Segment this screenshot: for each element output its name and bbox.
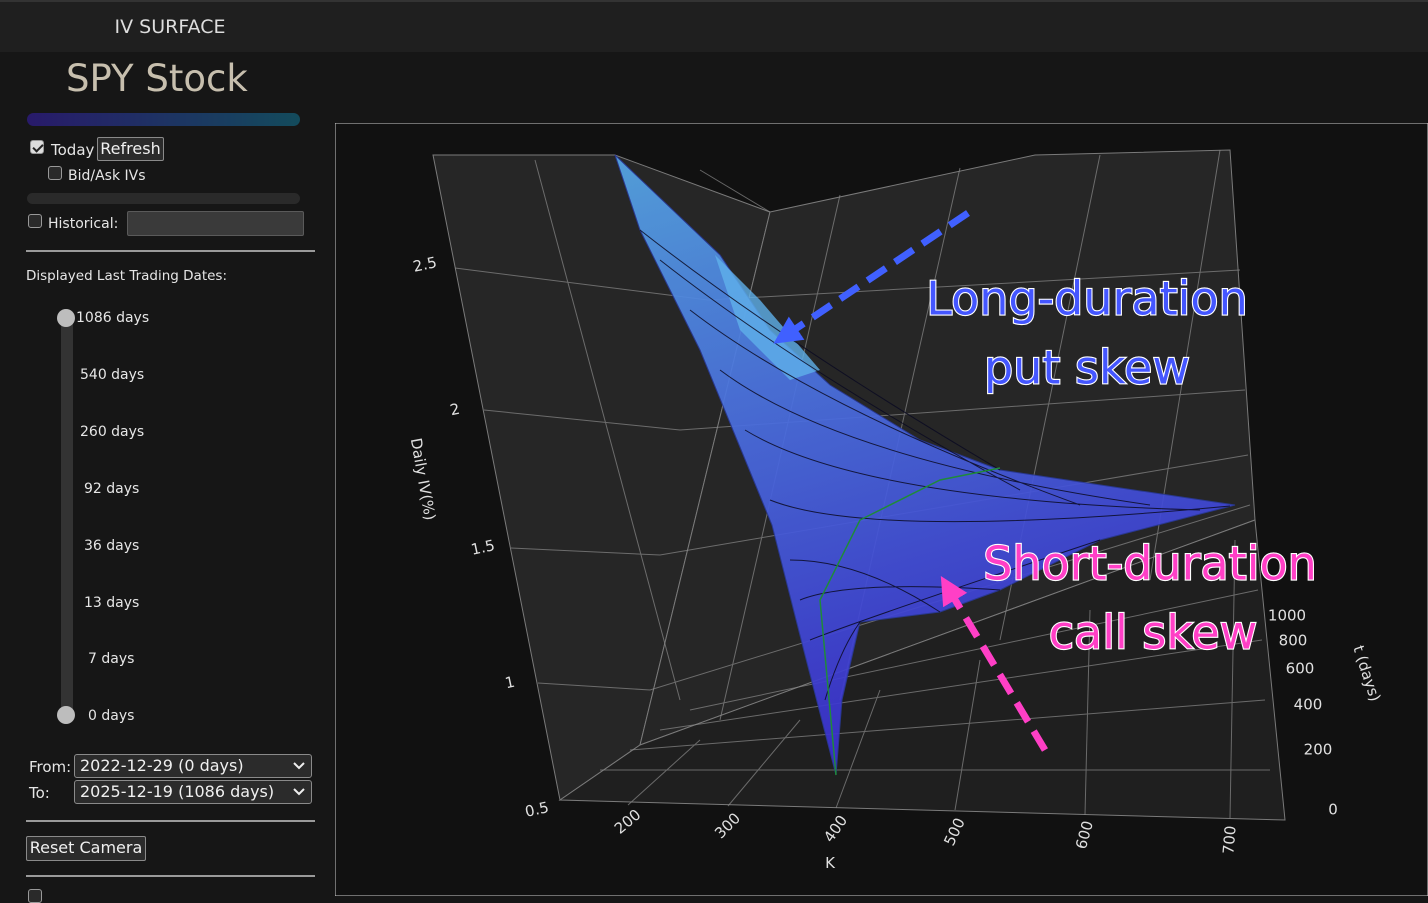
- today-label: Today: [51, 141, 95, 159]
- y-tick-label: 200: [1304, 741, 1333, 759]
- y-tick-label: 600: [1286, 660, 1315, 678]
- x-tick-label: 700: [1219, 825, 1239, 855]
- date-tick-label: 13 days: [84, 594, 140, 611]
- reset-camera-button[interactable]: Reset Camera: [26, 836, 146, 861]
- atm-line: [819, 467, 1001, 776]
- arrow: [773, 210, 970, 344]
- annotation-text: put skew: [984, 341, 1190, 395]
- z-tick-label: 1: [503, 673, 516, 693]
- separator: [26, 250, 315, 252]
- ticker-title: SPY Stock: [66, 57, 248, 100]
- z-tick-label: 2: [448, 400, 461, 420]
- annotation-text: Short-duration: [983, 537, 1317, 591]
- historical-input[interactable]: [127, 211, 304, 236]
- app-title: IV SURFACE: [114, 16, 226, 38]
- iv-surface: [614, 154, 1236, 776]
- y-tick-label: 400: [1294, 696, 1323, 714]
- surface-mesh: [614, 154, 1236, 776]
- date-tick-label: 36 days: [84, 537, 140, 554]
- surface-fold: [715, 255, 820, 380]
- date-tick-label: 7 days: [88, 651, 135, 668]
- top-bar: IV SURFACE: [0, 0, 1428, 52]
- bid-ask-label: Bid/Ask IVs: [68, 168, 146, 184]
- separator: [26, 820, 315, 822]
- to-value: 2025-12-19 (1086 days): [80, 782, 275, 801]
- y-tick-label: 1000: [1268, 607, 1306, 625]
- y-tick-label: 0: [1328, 801, 1338, 819]
- date-slider-handle[interactable]: [57, 706, 75, 724]
- date-tick-label: 1086 days: [76, 310, 150, 326]
- from-select[interactable]: 2022-12-29 (0 days): [74, 754, 312, 778]
- annotation-text: Long-duration: [926, 272, 1247, 326]
- surface-plot[interactable]: Daily IV(%) K t (days) 2.521.510.5 200 300…: [335, 123, 1428, 896]
- date-tick-label: 540 days: [80, 366, 145, 383]
- to-label: To:: [29, 784, 50, 802]
- dropdown-arrow: [293, 788, 305, 796]
- date-tick-label: 260 days: [80, 423, 145, 440]
- slider-track[interactable]: [27, 193, 300, 204]
- dates-title: Displayed Last Trading Dates:: [26, 268, 228, 284]
- annotation-text: call skew: [1049, 606, 1258, 660]
- bid-ask-checkbox[interactable]: [48, 166, 62, 180]
- historical-label: Historical:: [48, 216, 119, 232]
- from-label: From:: [29, 758, 72, 776]
- z-tick-label: 0.5: [523, 798, 550, 821]
- separator: [26, 875, 315, 877]
- floor: [558, 519, 1286, 821]
- checkbox[interactable]: [28, 889, 42, 903]
- annotations: Long-duration put skew Short-duration call …: [925, 270, 1318, 660]
- to-select[interactable]: 2025-12-19 (1086 days): [74, 780, 312, 804]
- from-value: 2022-12-29 (0 days): [80, 756, 244, 775]
- date-slider-handle[interactable]: [57, 309, 75, 327]
- color-bar: [27, 113, 300, 126]
- dropdown-arrow: [293, 762, 305, 770]
- z-tick-label: 1.5: [469, 536, 496, 559]
- historical-checkbox[interactable]: [28, 214, 42, 228]
- x-axis-title: K: [825, 854, 836, 872]
- annotation-arrows: [773, 210, 1049, 752]
- y-tick-label: 800: [1279, 632, 1308, 650]
- date-tick-label: 92 days: [84, 480, 140, 497]
- today-checkbox[interactable]: [30, 140, 44, 154]
- contour-lines: [639, 229, 1231, 701]
- z-tick-label: 2.5: [411, 253, 438, 276]
- date-slider-track[interactable]: [61, 312, 73, 722]
- refresh-button[interactable]: Refresh: [97, 137, 164, 161]
- date-tick-label: 0 days: [88, 708, 135, 725]
